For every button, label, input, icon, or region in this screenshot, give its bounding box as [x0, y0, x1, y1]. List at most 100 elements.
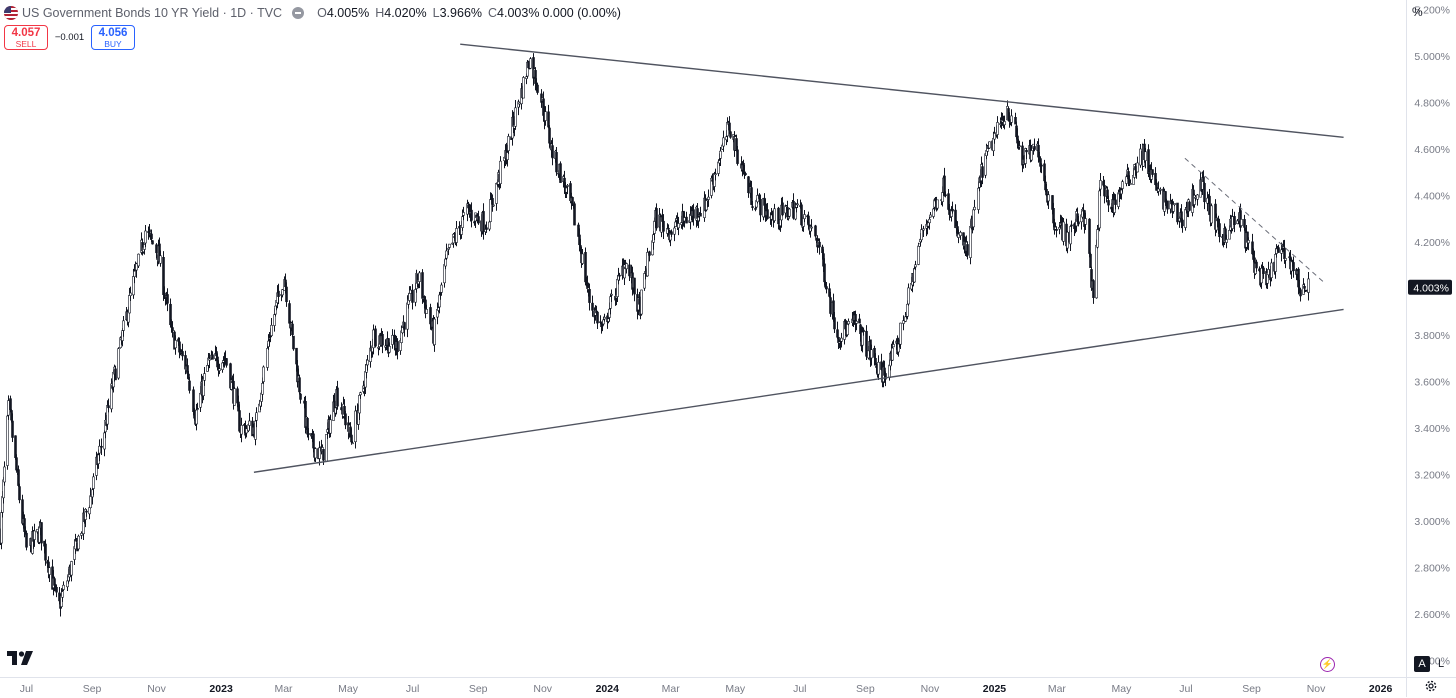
candle-body — [794, 207, 797, 220]
candle-body — [1106, 189, 1109, 199]
candle-body — [1151, 169, 1154, 175]
ohlc-key-o: O — [317, 6, 327, 20]
candle-body — [507, 136, 510, 151]
x-tick-label: Mar — [662, 683, 681, 695]
candle-body — [1147, 149, 1150, 174]
candle-body — [159, 255, 162, 264]
candle-body — [318, 447, 321, 459]
candle-body — [1274, 253, 1277, 272]
buy-button[interactable]: 4.056 BUY — [91, 25, 135, 50]
y-tick-label: 4.400% — [1414, 190, 1450, 202]
candle-body — [75, 537, 78, 542]
x-tick-label: May — [1111, 683, 1132, 695]
candle-body — [1173, 203, 1176, 206]
candle-body — [6, 415, 9, 466]
candle-body — [891, 347, 894, 361]
candle-body — [1299, 289, 1302, 297]
y-tick-label: 3.800% — [1414, 330, 1450, 342]
candle-body — [1095, 244, 1098, 299]
candle-body — [913, 268, 916, 283]
candle-body — [148, 229, 151, 233]
candle-body — [977, 187, 980, 210]
x-tick-label: Mar — [274, 683, 293, 695]
candle-body — [1303, 285, 1306, 289]
candle-body — [144, 230, 147, 244]
candle-body — [559, 163, 562, 183]
candle-body — [588, 288, 591, 303]
candle-body — [292, 335, 295, 350]
candle-body — [744, 173, 747, 176]
candle-body — [566, 185, 569, 187]
candle-body — [80, 533, 83, 536]
candle-body — [719, 150, 722, 159]
lightning-icon[interactable]: ⚡ — [1320, 657, 1335, 672]
candle-body — [966, 244, 969, 256]
candle-body — [477, 216, 480, 224]
y-tick-label: 4.600% — [1414, 144, 1450, 156]
candle-body — [547, 111, 550, 128]
candle-body — [1018, 145, 1021, 148]
symbol-header: US Government Bonds 10 YR Yield · 1D · T… — [4, 4, 624, 22]
log-scale-button[interactable]: L — [1437, 658, 1445, 670]
candle-body — [862, 329, 865, 332]
candle-body — [1247, 240, 1250, 244]
candle-body — [667, 227, 670, 230]
candle-body — [298, 377, 301, 393]
x-tick-label: Sep — [83, 683, 102, 695]
candle-body — [499, 160, 502, 184]
candle-body — [470, 209, 473, 221]
candle-body — [307, 433, 310, 435]
candle-body — [70, 561, 73, 576]
candle-body — [1010, 115, 1013, 123]
market-closed-icon — [292, 7, 305, 19]
symbol-title[interactable]: US Government Bonds 10 YR Yield · 1D · T… — [22, 6, 283, 20]
candle-body — [254, 420, 257, 440]
candle-series — [0, 53, 1310, 617]
candle-body — [877, 361, 880, 375]
ohlc-value-h: 4.020% — [384, 6, 427, 20]
candle-body — [1218, 223, 1221, 238]
candle-body — [388, 346, 391, 353]
x-tick-label: May — [725, 683, 746, 695]
price-scale-unit[interactable]: % — [1412, 5, 1423, 19]
candle-body — [129, 292, 132, 296]
x-tick-label: Jul — [20, 683, 33, 695]
candle-body — [188, 380, 191, 391]
candle-body — [936, 199, 939, 209]
candle-body — [1277, 247, 1280, 253]
y-tick-label: 4.800% — [1414, 97, 1450, 109]
candle-body — [1099, 180, 1102, 190]
candle-body — [261, 383, 264, 395]
y-tick-label: 2.600% — [1414, 609, 1450, 621]
candle-body — [581, 253, 584, 264]
candle-body — [865, 330, 868, 357]
candle-body — [714, 173, 717, 176]
candle-body — [403, 322, 406, 330]
candle-body — [781, 202, 784, 216]
candle-body — [447, 247, 450, 250]
candle-body — [85, 510, 88, 513]
ohlc-key-l: L — [432, 6, 440, 20]
candle-body — [788, 208, 791, 217]
candle-body — [929, 214, 932, 218]
tradingview-logo-icon[interactable] — [7, 651, 33, 670]
candle-body — [633, 277, 636, 295]
auto-scale-button[interactable]: A — [1414, 656, 1430, 672]
candle-body — [25, 532, 28, 548]
candle-body — [673, 227, 676, 235]
candle-body — [381, 334, 384, 346]
candle-body — [169, 303, 172, 326]
sell-button[interactable]: 4.057 SELL — [4, 25, 48, 50]
candle-body — [969, 226, 972, 258]
candle-body — [692, 209, 695, 219]
candle-body — [870, 349, 873, 359]
candle-body — [3, 466, 6, 483]
candle-body — [655, 208, 658, 229]
sell-label: SELL — [15, 38, 37, 49]
gear-icon[interactable] — [1424, 679, 1438, 693]
candle-body — [932, 208, 935, 217]
candle-body — [203, 373, 206, 381]
candle-body — [1014, 117, 1017, 125]
candle-body — [603, 317, 606, 320]
